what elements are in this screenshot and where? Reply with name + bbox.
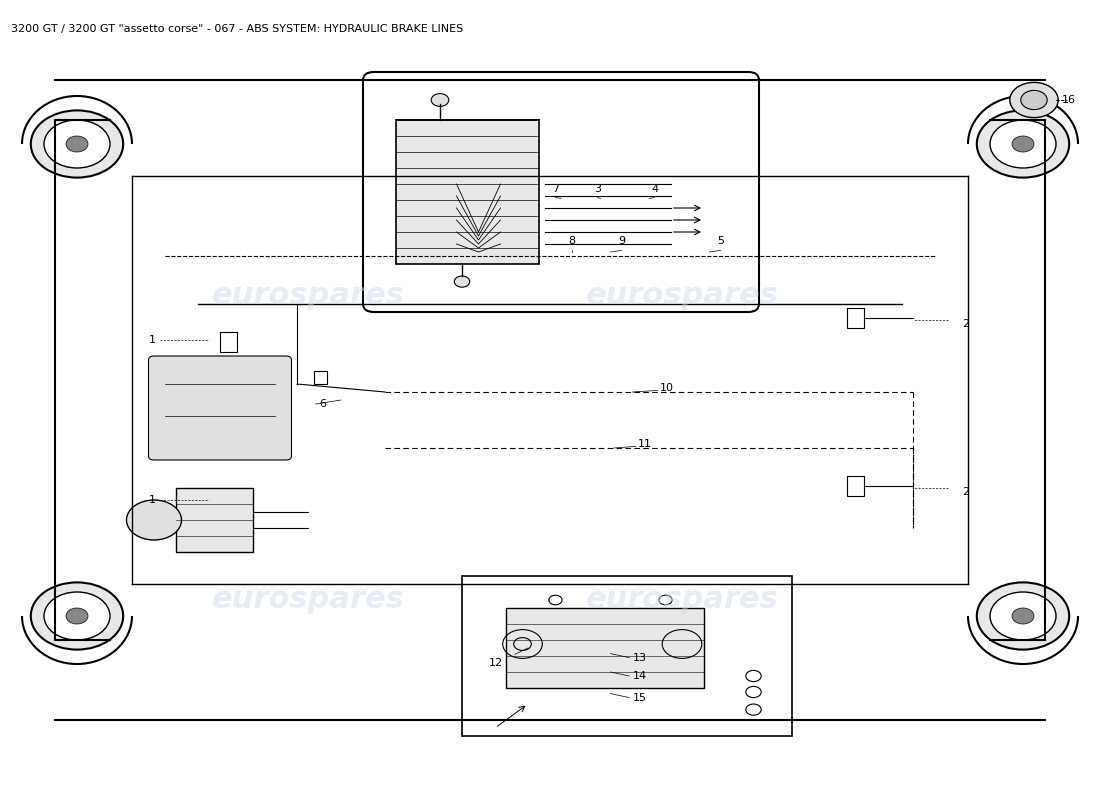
Circle shape	[1021, 90, 1047, 110]
Text: 14: 14	[632, 671, 647, 681]
Circle shape	[31, 110, 123, 178]
Bar	[506, 608, 704, 688]
Text: 2: 2	[962, 487, 969, 497]
Circle shape	[990, 120, 1056, 168]
Circle shape	[44, 592, 110, 640]
Circle shape	[1012, 136, 1034, 152]
FancyBboxPatch shape	[363, 72, 759, 312]
Circle shape	[431, 94, 449, 106]
Text: 15: 15	[632, 693, 647, 702]
FancyBboxPatch shape	[148, 356, 292, 460]
Circle shape	[454, 276, 470, 287]
Text: 1: 1	[148, 335, 155, 345]
Text: 16: 16	[1062, 95, 1076, 105]
Text: 10: 10	[660, 383, 674, 393]
Circle shape	[66, 608, 88, 624]
Text: 11: 11	[638, 439, 652, 449]
Bar	[220, 332, 236, 352]
Text: eurospares: eurospares	[211, 586, 405, 614]
Text: 1: 1	[148, 495, 155, 505]
Text: 3: 3	[594, 184, 601, 194]
Text: 7: 7	[552, 184, 559, 194]
Text: 13: 13	[632, 653, 647, 662]
Text: eurospares: eurospares	[585, 586, 779, 614]
Circle shape	[31, 582, 123, 650]
Text: eurospares: eurospares	[211, 282, 405, 310]
Text: 4: 4	[651, 184, 658, 194]
Circle shape	[126, 500, 182, 540]
Text: 2: 2	[962, 319, 969, 329]
Circle shape	[66, 136, 88, 152]
Circle shape	[44, 120, 110, 168]
Text: 3200 GT / 3200 GT "assetto corse" - 067 - ABS SYSTEM: HYDRAULIC BRAKE LINES: 3200 GT / 3200 GT "assetto corse" - 067 …	[11, 24, 463, 34]
Text: 8: 8	[569, 237, 575, 246]
Bar	[396, 120, 539, 264]
Circle shape	[977, 582, 1069, 650]
Bar	[462, 576, 792, 736]
Circle shape	[977, 110, 1069, 178]
Text: 9: 9	[618, 237, 625, 246]
Bar	[847, 476, 864, 496]
Circle shape	[1012, 608, 1034, 624]
Text: 6: 6	[319, 399, 326, 409]
Text: eurospares: eurospares	[585, 282, 779, 310]
Text: 12: 12	[490, 658, 503, 667]
Bar	[847, 308, 864, 328]
Circle shape	[1010, 82, 1058, 118]
Circle shape	[990, 592, 1056, 640]
Bar	[176, 488, 253, 552]
Text: 5: 5	[717, 237, 724, 246]
Bar	[314, 371, 327, 384]
